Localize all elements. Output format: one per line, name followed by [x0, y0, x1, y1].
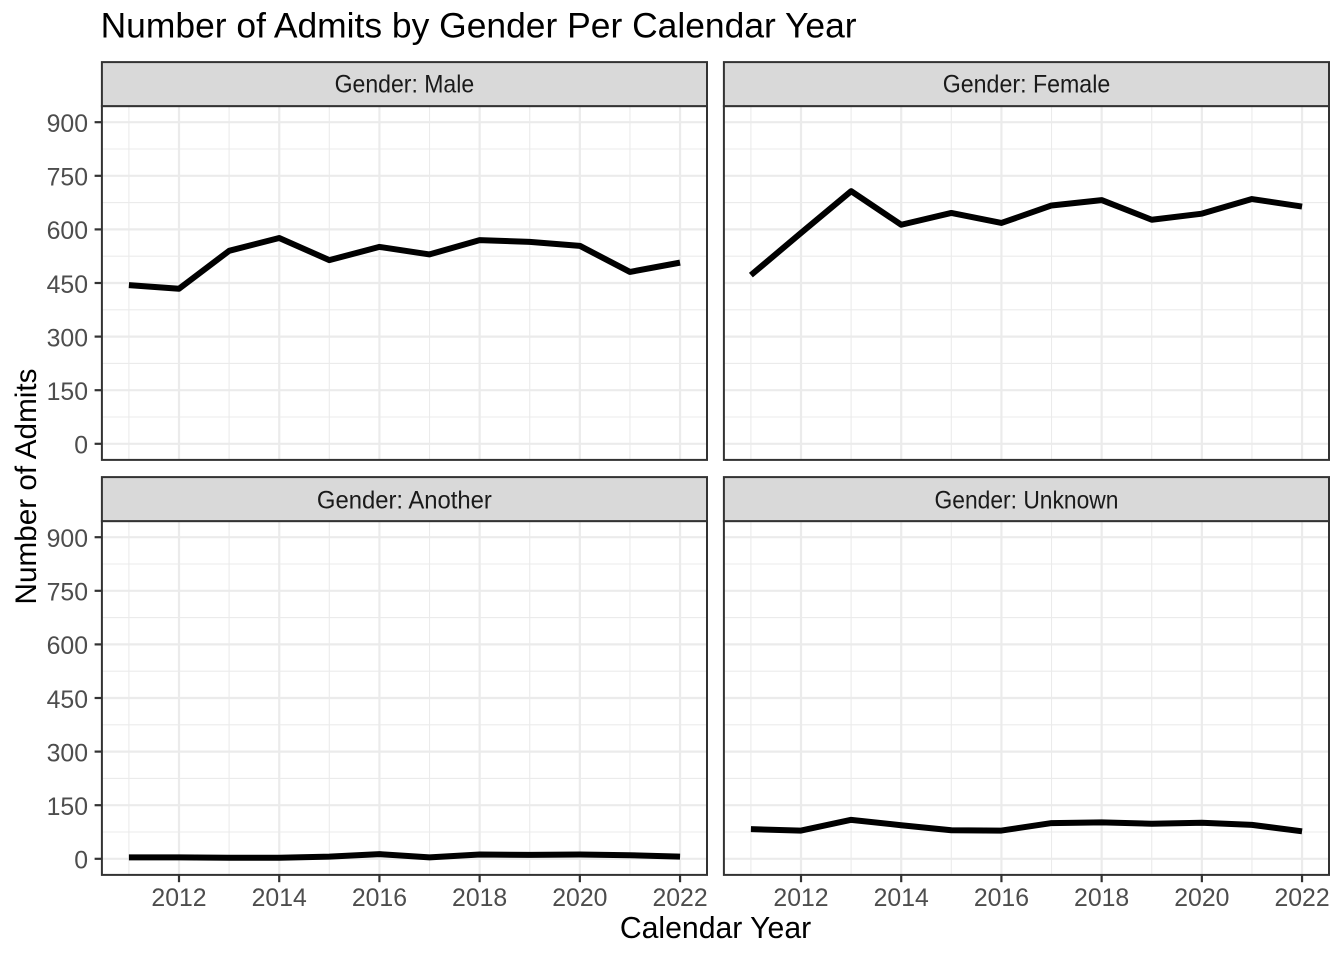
svg-text:2020: 2020 [1174, 885, 1229, 912]
svg-text:Gender: Male: Gender: Male [335, 72, 475, 99]
svg-text:Gender: Another: Gender: Another [317, 488, 492, 515]
svg-text:600: 600 [47, 218, 88, 245]
svg-text:2022: 2022 [652, 885, 707, 912]
svg-text:450: 450 [47, 687, 88, 714]
svg-text:2012: 2012 [151, 885, 206, 912]
svg-text:450: 450 [47, 272, 88, 299]
svg-text:0: 0 [74, 848, 88, 875]
svg-text:2018: 2018 [1074, 885, 1129, 912]
svg-text:150: 150 [47, 794, 88, 821]
svg-text:2018: 2018 [452, 885, 507, 912]
svg-text:600: 600 [47, 633, 88, 660]
svg-text:300: 300 [47, 325, 88, 352]
svg-text:750: 750 [47, 580, 88, 607]
svg-text:2012: 2012 [773, 885, 828, 912]
svg-text:Calendar Year: Calendar Year [620, 912, 811, 945]
svg-text:2016: 2016 [974, 885, 1029, 912]
svg-text:2016: 2016 [352, 885, 407, 912]
svg-text:Number of Admits: Number of Admits [10, 369, 43, 605]
svg-text:Number of Admits by Gender Per: Number of Admits by Gender Per Calendar … [101, 7, 857, 46]
svg-text:900: 900 [47, 111, 88, 138]
svg-text:900: 900 [47, 526, 88, 553]
svg-text:Gender: Female: Gender: Female [943, 72, 1111, 99]
svg-text:2020: 2020 [552, 885, 607, 912]
svg-text:2022: 2022 [1274, 885, 1329, 912]
svg-text:150: 150 [47, 379, 88, 406]
svg-text:2014: 2014 [874, 885, 929, 912]
svg-text:300: 300 [47, 740, 88, 767]
svg-text:750: 750 [47, 165, 88, 192]
svg-text:Gender: Unknown: Gender: Unknown [935, 488, 1119, 515]
svg-text:2014: 2014 [252, 885, 307, 912]
svg-text:0: 0 [74, 433, 88, 460]
